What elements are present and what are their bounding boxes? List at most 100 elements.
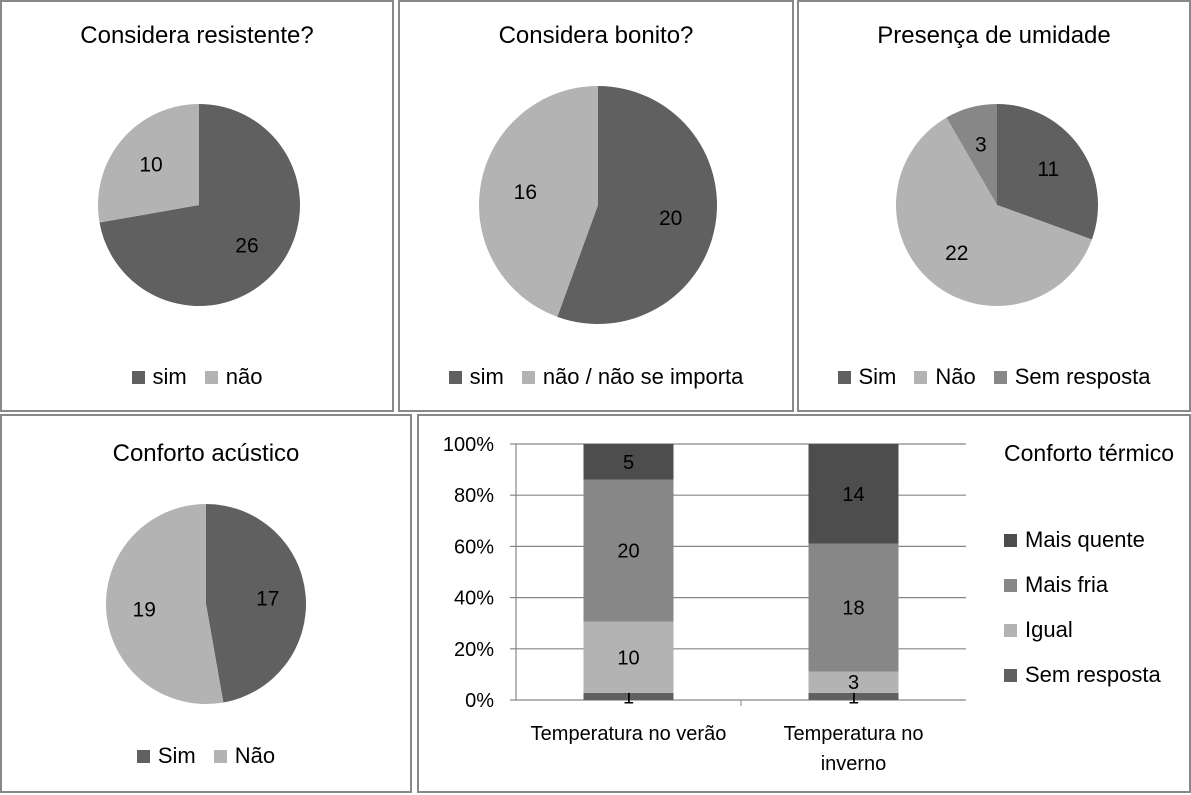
pie-panel-resistente: Considera resistente? 26 10 sim não [0,0,394,412]
legend-item-sem-resposta: Sem resposta [1004,662,1174,688]
bar-segment [583,479,674,622]
pie-panel-bonito: Considera bonito? 20 16 sim não / não se … [398,0,794,412]
bar-value-label: 1 [848,686,859,708]
bar-value-label: 14 [842,484,864,506]
legend-label: Mais quente [1025,527,1145,552]
legend-label: sim [469,364,504,389]
pie-slice [97,103,199,223]
chart-title: Considera bonito? [498,22,694,49]
legend-item-mais-quente: Mais quente [1004,527,1174,553]
slice-value-label: 19 [133,598,156,621]
bar-value-label: 18 [842,598,864,620]
legend-swatch [521,370,535,384]
slice-value-label: 22 [945,242,968,265]
legend-label: não [225,364,263,389]
pie-slice [946,104,997,205]
pie-slice [99,104,300,306]
pie-slice [105,504,224,704]
slice-value-label: 17 [256,588,279,611]
x-tick-label: Temperatura no inverno [783,723,923,775]
bar-value-label: 5 [623,452,634,474]
pie-slice [479,86,598,317]
legend-swatch [1004,533,1017,547]
slice-value-label: 26 [235,234,258,257]
pie-slice [896,117,1092,306]
chart-legend: Sim Não [2,743,410,769]
legend-swatch [204,370,218,384]
stacked-bar-chart: 0% 20% 40% 60% 80% 100% 1 10 20 5 Temperatura no v… [443,434,966,775]
legend-item-sim: Sim [136,743,196,769]
legend-label: não / não se importa [542,364,744,389]
pie-slice [206,504,306,703]
slice-value-label: 20 [659,207,682,230]
bar-segment [808,671,899,693]
slice-value-label: 3 [975,134,987,157]
legend-swatch [136,749,150,763]
legend-item-nao: Não [914,364,976,390]
bar-segment [808,692,899,700]
y-tick-label: 20% [454,639,494,661]
legend-label: sim [152,364,187,389]
chart-title: Presença de umidade [877,22,1111,49]
pie-panel-acustico: Conforto acústico 17 19 Sim Não [0,414,412,793]
pie-chart-resistente: 26 10 [97,103,300,306]
chart-legend: sim não [2,364,392,390]
bar-value-label: 3 [848,672,859,694]
legend-swatch [1004,578,1017,592]
bar-segment [808,444,899,544]
chart-title: Considera resistente? [80,22,314,49]
chart-legend: sim não / não se importa [400,364,792,390]
bar-value-label: 1 [623,686,634,708]
legend-label: Não [935,364,976,389]
legend-swatch [914,370,928,384]
chart-title: Conforto acústico [112,440,300,467]
legend-swatch [837,370,851,384]
pie-panel-umidade: Presença de umidade 11 22 3 Sim Não Sem re… [797,0,1191,412]
bar-value-label: 20 [617,541,639,563]
chart-title: Conforto térmico [1004,440,1175,466]
y-tick-label: 40% [454,588,494,610]
bar-segment [583,444,674,480]
legend-label: Mais fria [1025,572,1109,597]
legend-item-mais-fria: Mais fria [1004,572,1174,598]
legend-swatch [1004,668,1017,682]
bar-segment [808,543,899,672]
pie-slice [557,86,717,324]
legend-item-nao: não / não se importa [521,364,744,390]
legend-item-sem-resposta: Sem resposta [993,364,1151,390]
legend-swatch [448,370,462,384]
legend-item-nao: não [204,364,263,390]
y-tick-label: 100% [443,434,494,456]
legend-label: Sim [858,364,897,389]
bar-panel-conforto-termico: 0% 20% 40% 60% 80% 100% 1 10 20 5 Temperatura no v… [417,414,1191,793]
legend-label: Igual [1025,617,1073,642]
y-tick-label: 60% [454,536,494,558]
legend-label: Sem resposta [1025,662,1161,687]
legend-label: Sim [157,743,196,768]
legend-swatch [1004,623,1017,637]
legend-label: Sem resposta [1014,364,1151,389]
legend-item-sim: Sim [837,364,897,390]
bar-value-label: 10 [617,647,639,669]
pie-chart-umidade: 11 22 3 [896,104,1098,306]
legend-label: Não [234,743,276,768]
legend-item-sim: sim [131,364,187,390]
legend-item-nao: Não [213,743,276,769]
pie-slice [997,104,1098,240]
slice-value-label: 16 [514,181,537,204]
chart-legend: Conforto térmico Mais quente Mais fria I… [1004,440,1174,707]
legend-swatch [993,370,1007,384]
slice-value-label: 10 [139,154,162,177]
bar-segment [583,692,674,700]
slice-value-label: 11 [1037,158,1059,181]
y-tick-label: 80% [454,485,494,507]
bar-segment [583,621,674,693]
x-tick-label: Temperatura no verão [531,723,727,745]
legend-swatch [213,749,227,763]
y-tick-label: 0% [465,690,494,712]
chart-legend: Sim Não Sem resposta [799,364,1189,390]
legend-swatch [131,370,145,384]
legend-item-igual: Igual [1004,617,1174,643]
